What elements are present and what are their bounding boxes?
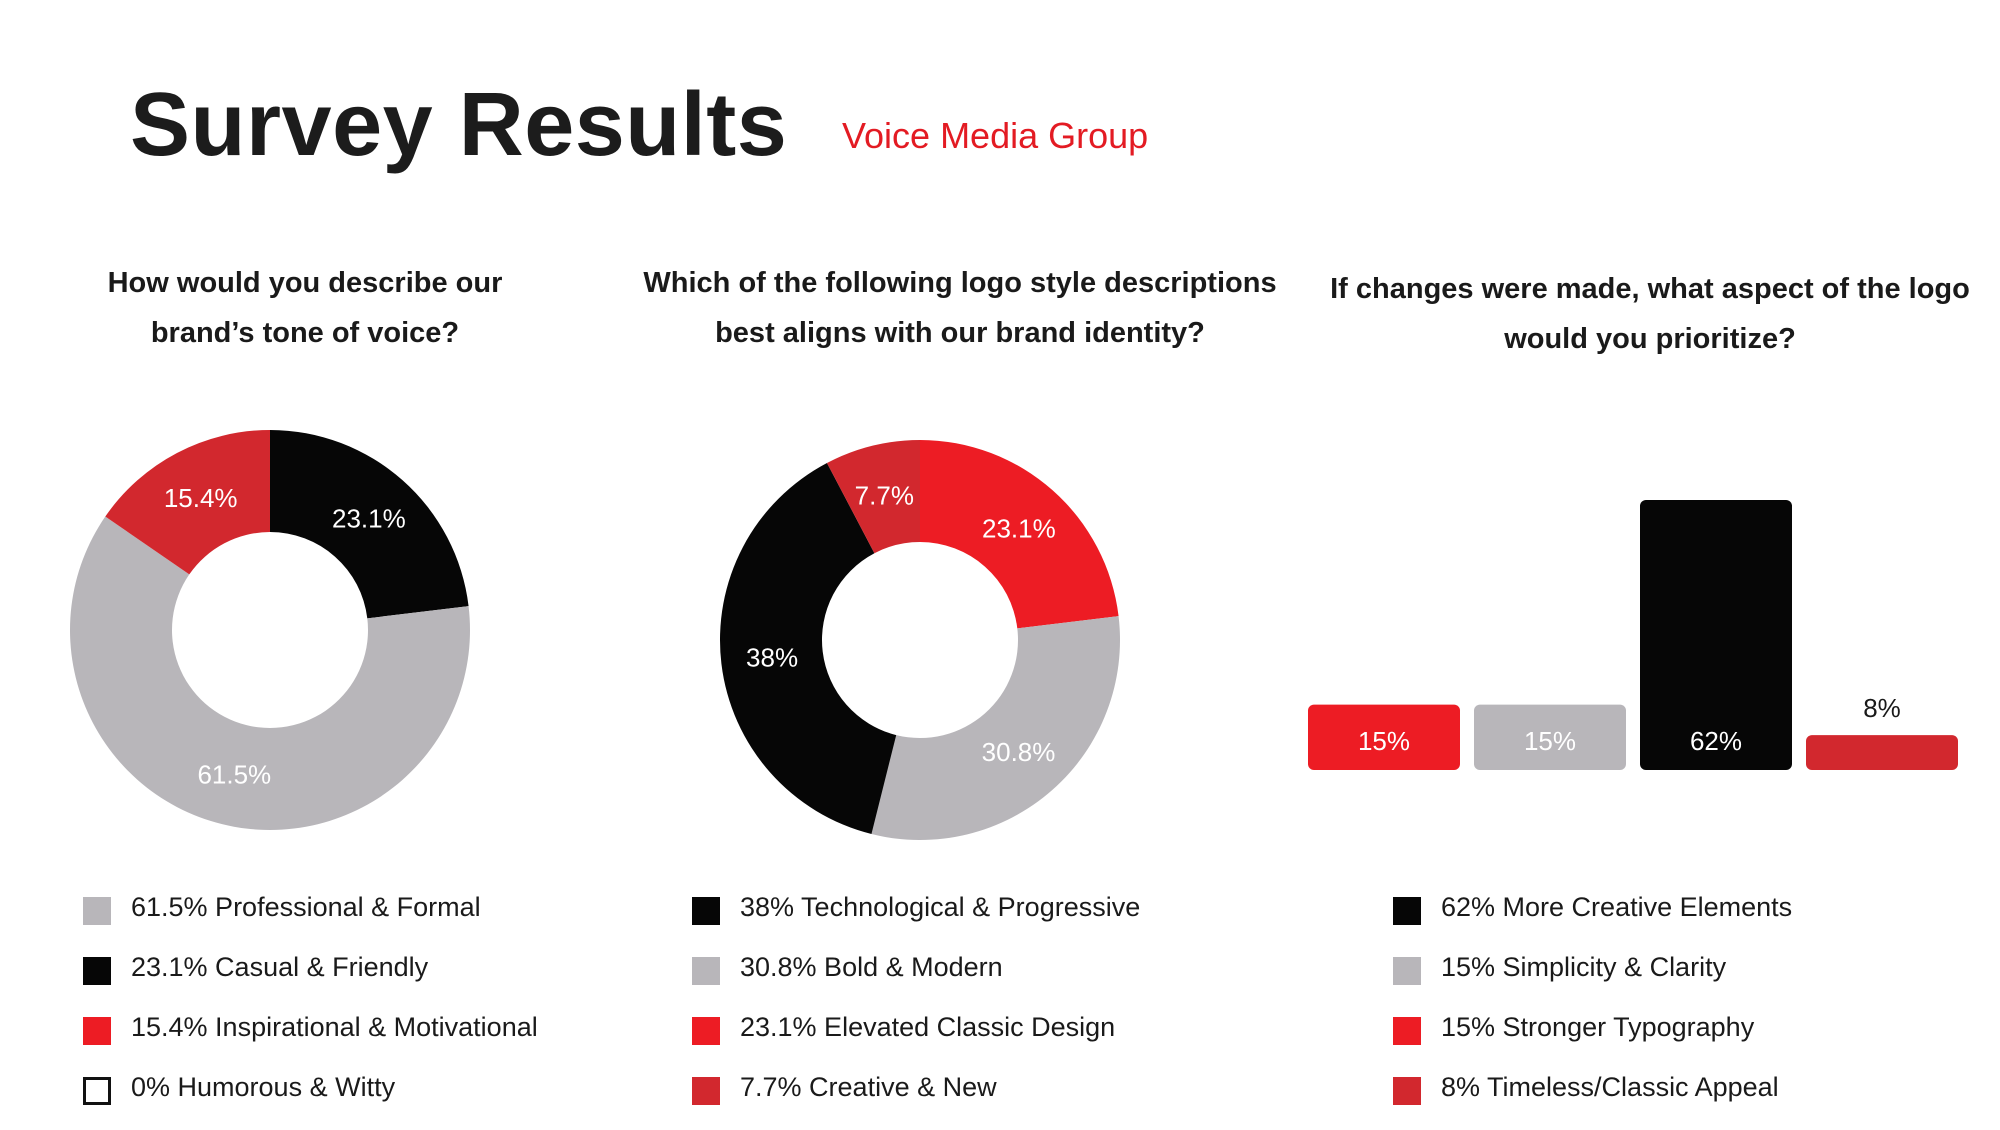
legend-swatch (692, 957, 720, 985)
bar-chart-logo-priority: 15% 15% 62% 8% (1308, 500, 1958, 770)
slice-label: 15.4% (164, 483, 238, 513)
legend-swatch (83, 1077, 111, 1105)
slice-label: 23.1% (982, 514, 1056, 544)
legend-label: 23.1% Casual & Friendly (131, 952, 429, 982)
bar (1308, 704, 1460, 770)
slice-label: 61.5% (197, 760, 271, 790)
page-title: Survey Results (130, 75, 788, 175)
legend-label: 23.1% Elevated Classic Design (740, 1012, 1116, 1042)
donut-slice (826, 440, 920, 554)
donut-slice (871, 616, 1120, 840)
legend-swatch (692, 1077, 720, 1105)
legend-label: 15.4% Inspirational & Motivational (131, 1012, 538, 1042)
legend-swatch (1393, 1077, 1421, 1105)
legend-swatch (692, 1017, 720, 1045)
donut-slice (69, 516, 470, 831)
legend-swatch (83, 1017, 111, 1045)
chart3-question: If changes were made, what aspect of the… (1330, 273, 1970, 355)
legend-label: 61.5% Professional & Formal (131, 892, 481, 922)
bar-value-label: 15% (1358, 726, 1410, 756)
donut-chart-tone-of-voice: 23.1% 61.5% 15.4% (69, 430, 470, 831)
slice-label: 7.7% (855, 480, 914, 510)
legend-swatch (1393, 1017, 1421, 1045)
legend-swatch (83, 897, 111, 925)
donut-slice (920, 440, 1119, 629)
bar-value-label: 8% (1863, 693, 1901, 723)
donut-slice (105, 430, 270, 575)
donut-chart-logo-style: 23.1% 30.8% 38% 7.7% (720, 440, 1120, 840)
bar-value-label: 62% (1690, 726, 1742, 756)
chart2-question: Which of the following logo style descri… (643, 267, 1277, 349)
legend-label: 62% More Creative Elements (1441, 892, 1793, 922)
legend-label: 30.8% Bold & Modern (740, 952, 1003, 982)
page-subtitle: Voice Media Group (842, 115, 1149, 156)
legend-label: 0% Humorous & Witty (131, 1072, 396, 1102)
bar-value-label: 15% (1524, 726, 1576, 756)
legend-swatch (83, 957, 111, 985)
legend-label: 38% Technological & Progressive (740, 892, 1141, 922)
legend-swatch (692, 897, 720, 925)
legend-label: 15% Simplicity & Clarity (1441, 952, 1727, 982)
legend-swatch (1393, 897, 1421, 925)
chart1-question: How would you describe our brand’s tone … (107, 267, 503, 349)
bar (1474, 704, 1626, 770)
legend-label: 7.7% Creative & New (740, 1072, 997, 1102)
bar (1806, 735, 1958, 770)
slice-label: 23.1% (332, 504, 406, 534)
legend-label: 8% Timeless/Classic Appeal (1441, 1072, 1779, 1102)
slice-label: 38% (746, 643, 798, 673)
legend-swatch (1393, 957, 1421, 985)
legend-label: 15% Stronger Typography (1441, 1012, 1755, 1042)
bar (1640, 500, 1792, 770)
donut-slice (720, 462, 897, 835)
slice-label: 30.8% (982, 737, 1056, 767)
donut-slice (270, 430, 469, 619)
